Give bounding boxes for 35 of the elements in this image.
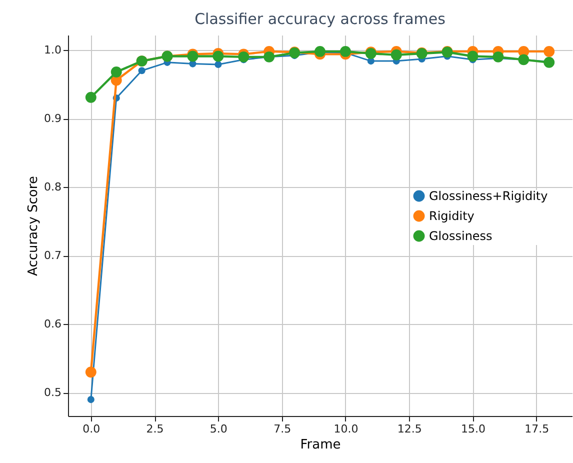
point <box>110 66 122 78</box>
point <box>390 49 402 60</box>
x-tick-label: 2.5 <box>146 422 164 436</box>
x-tick-label: 17.5 <box>524 422 550 436</box>
y-tick-label: 0.6 <box>44 318 62 331</box>
point <box>340 46 351 57</box>
point <box>85 366 96 378</box>
legend-label: Rigidity <box>429 209 474 223</box>
chart-title: Classifier accuracy across frames <box>194 10 446 28</box>
point <box>314 46 326 57</box>
x-tick-label: 0.0 <box>82 422 100 436</box>
x-axis-title: Frame <box>300 438 341 452</box>
legend-label: Glossiness <box>429 229 492 243</box>
point <box>87 396 94 404</box>
point <box>238 51 250 62</box>
y-tick-label: 0.9 <box>44 112 62 126</box>
x-tick-label: 10.0 <box>334 422 358 436</box>
x-tick-label: 7.5 <box>274 422 292 436</box>
point <box>492 51 504 62</box>
y-axis-title: Accuracy Score <box>26 176 42 276</box>
legend-label: Glossiness+Rigidity <box>429 189 548 203</box>
y-tick-label: 0.8 <box>44 180 62 194</box>
y-tick-label: 1.0 <box>44 44 62 57</box>
point <box>85 92 96 103</box>
point <box>544 56 555 68</box>
x-tick-label: 5.0 <box>210 422 228 436</box>
point <box>138 67 146 74</box>
x-tick-label: 12.5 <box>397 422 422 436</box>
point <box>544 46 555 57</box>
y-tick-label: 0.5 <box>44 386 62 400</box>
y-tick-label: 0.7 <box>44 249 62 262</box>
point <box>214 60 222 68</box>
point <box>212 50 224 62</box>
point <box>467 50 478 62</box>
x-tick-label: 15.0 <box>460 422 486 436</box>
